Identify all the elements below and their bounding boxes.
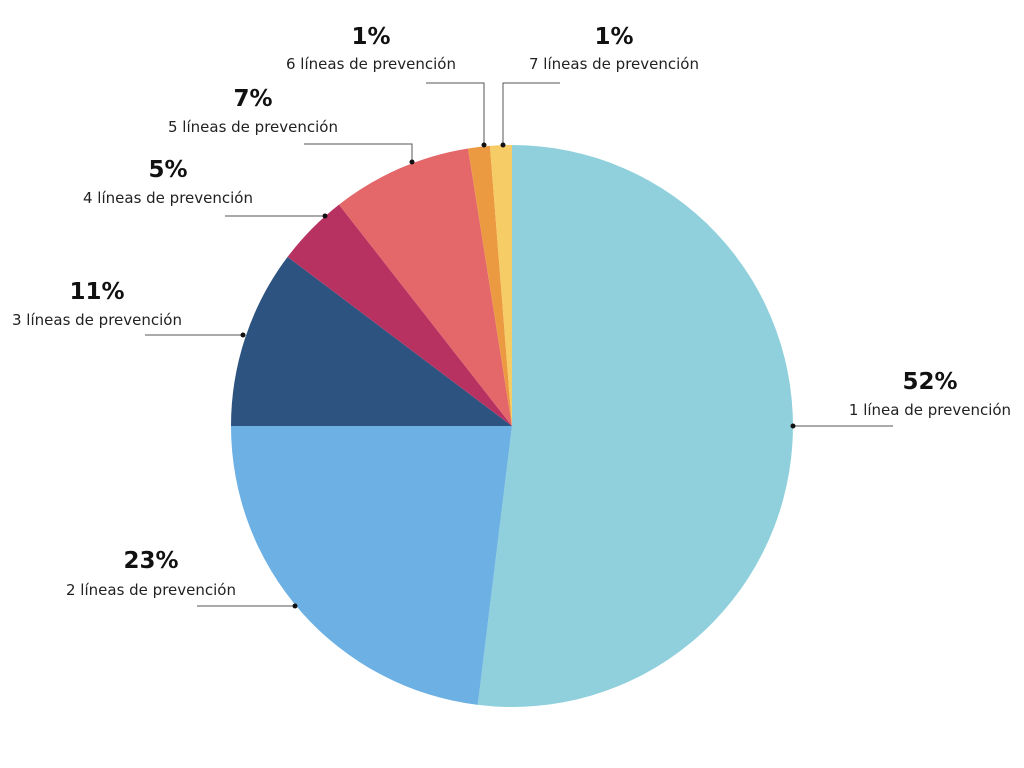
leader-dot-5 bbox=[409, 159, 415, 165]
pie-slice-6 bbox=[468, 145, 512, 426]
slice-percent-label-4: 5% bbox=[148, 157, 187, 183]
leader-dot-4 bbox=[322, 213, 328, 219]
slice-category-label-4: 4 líneas de prevención bbox=[83, 189, 253, 207]
pie-slices bbox=[231, 145, 793, 707]
leader-dot-1 bbox=[790, 423, 796, 429]
leader-dot-2 bbox=[292, 603, 298, 609]
leader-dot-6 bbox=[481, 142, 487, 148]
slice-category-label-2: 2 líneas de prevención bbox=[66, 581, 236, 599]
slice-percent-label-7: 1% bbox=[594, 24, 633, 50]
slice-percent-label-6: 1% bbox=[351, 24, 390, 50]
leader-line-6 bbox=[426, 82, 485, 145]
leader-line-5 bbox=[304, 143, 413, 162]
slice-category-label-6: 6 líneas de prevención bbox=[286, 55, 456, 73]
pie-slice-4 bbox=[287, 204, 512, 426]
pie-slice-7 bbox=[489, 145, 512, 426]
pie-slice-3 bbox=[231, 256, 512, 426]
pie-slice-2 bbox=[231, 426, 512, 705]
slice-percent-label-3: 11% bbox=[69, 279, 124, 305]
slice-percent-label-2: 23% bbox=[123, 548, 178, 574]
pie-annotations: 52% 1 línea de prevención 23% 2 líneas de p… bbox=[12, 24, 1011, 609]
slice-percent-label-1: 52% bbox=[902, 369, 957, 395]
slice-category-label-3: 3 líneas de prevención bbox=[12, 311, 182, 329]
leader-line-7 bbox=[502, 82, 560, 145]
slice-percent-label-5: 7% bbox=[233, 86, 272, 112]
slice-category-label-5: 5 líneas de prevención bbox=[168, 118, 338, 136]
pie-slice-1 bbox=[477, 145, 793, 707]
leader-dot-7 bbox=[500, 142, 506, 148]
leader-dot-3 bbox=[240, 332, 246, 338]
slice-category-label-1: 1 línea de prevención bbox=[849, 401, 1011, 419]
slice-category-label-7: 7 líneas de prevención bbox=[529, 55, 699, 73]
pie-slice-5 bbox=[339, 148, 512, 426]
